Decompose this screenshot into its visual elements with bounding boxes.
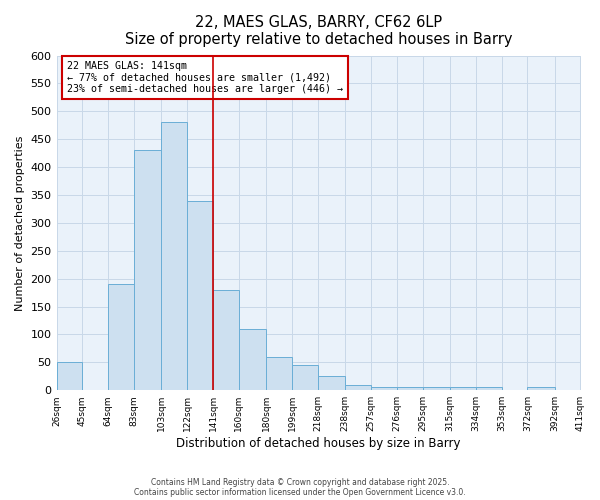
Bar xyxy=(527,388,554,390)
Text: Contains HM Land Registry data © Crown copyright and database right 2025.
Contai: Contains HM Land Registry data © Crown c… xyxy=(134,478,466,497)
Bar xyxy=(108,284,134,390)
Bar xyxy=(239,329,266,390)
Bar xyxy=(318,376,345,390)
Bar xyxy=(161,122,187,390)
Bar xyxy=(292,365,318,390)
Bar xyxy=(345,384,371,390)
Text: 22 MAES GLAS: 141sqm
← 77% of detached houses are smaller (1,492)
23% of semi-de: 22 MAES GLAS: 141sqm ← 77% of detached h… xyxy=(67,60,343,94)
Bar xyxy=(422,388,450,390)
Bar xyxy=(450,388,476,390)
Y-axis label: Number of detached properties: Number of detached properties xyxy=(15,135,25,310)
X-axis label: Distribution of detached houses by size in Barry: Distribution of detached houses by size … xyxy=(176,437,461,450)
Bar xyxy=(56,362,82,390)
Bar xyxy=(476,388,502,390)
Bar xyxy=(371,388,397,390)
Title: 22, MAES GLAS, BARRY, CF62 6LP
Size of property relative to detached houses in B: 22, MAES GLAS, BARRY, CF62 6LP Size of p… xyxy=(125,15,512,48)
Bar xyxy=(134,150,161,390)
Bar xyxy=(187,200,213,390)
Bar xyxy=(266,356,292,390)
Bar xyxy=(213,290,239,390)
Bar xyxy=(397,388,422,390)
